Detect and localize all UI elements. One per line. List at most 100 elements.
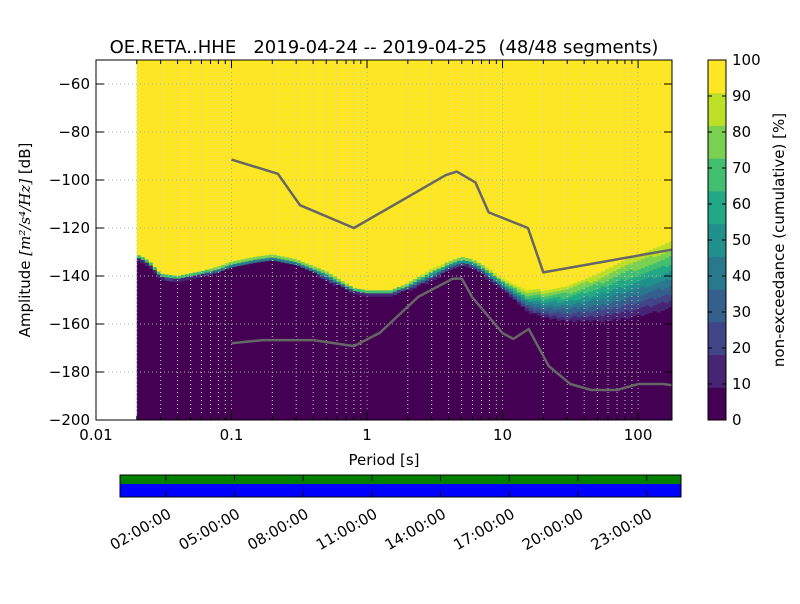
heatmap-cell: [184, 274, 190, 278]
heatmap-cell: [504, 283, 510, 287]
heatmap-cell-below: [188, 278, 194, 420]
heatmap-cell: [588, 303, 594, 308]
heatmap-cell: [580, 300, 586, 305]
heatmap-cell: [640, 307, 646, 311]
heatmap-cell: [288, 258, 294, 262]
heatmap-cell: [468, 264, 474, 269]
heatmap-cell: [160, 273, 166, 278]
heatmap-cell: [660, 307, 666, 312]
heatmap-cell: [188, 276, 194, 280]
heatmap-cell: [480, 268, 486, 272]
heatmap-cell: [592, 308, 598, 312]
heatmap-cell: [552, 300, 558, 305]
heatmap-cell: [648, 267, 654, 272]
heatmap-cell: [352, 291, 358, 295]
heatmap-cell: [272, 260, 278, 265]
heatmap-cell-below: [172, 280, 178, 420]
heatmap-cell: [636, 275, 642, 280]
heatmap-cell: [596, 270, 602, 274]
heatmap-cell: [616, 301, 622, 306]
heatmap-cell: [368, 293, 374, 297]
heatmap-cell: [280, 262, 286, 266]
heatmap-cell: [644, 311, 650, 315]
heatmap-cell-above: [392, 60, 398, 290]
heatmap-cell: [552, 315, 558, 320]
heatmap-cell: [660, 283, 666, 288]
heatmap-cell: [620, 257, 626, 262]
heatmap-cell: [496, 284, 502, 289]
heatmap-cell-above: [276, 60, 282, 257]
heatmap-cell-below: [668, 312, 672, 420]
heatmap-cell: [588, 315, 594, 320]
heatmap-cell: [600, 313, 606, 317]
heatmap-cell: [604, 272, 610, 276]
heatmap-cell: [156, 274, 162, 278]
noise-model-lines: [231, 158, 672, 392]
heatmap-cell: [136, 258, 142, 262]
heatmap-cell: [608, 282, 614, 286]
heatmap-cell: [548, 298, 554, 302]
heatmap-cell: [432, 273, 438, 277]
heatmap-cell: [324, 271, 330, 275]
heatmap-cell: [604, 323, 610, 327]
heatmap-cell: [348, 289, 354, 293]
heatmap-cell-below: [508, 297, 514, 420]
heatmap-cell: [616, 295, 622, 300]
heatmap-cell: [612, 286, 618, 290]
heatmap-cell-below: [168, 280, 174, 420]
heatmap-cell: [528, 301, 534, 306]
heatmap-cell: [508, 285, 514, 289]
heatmap-cell: [648, 249, 654, 254]
heatmap-cell: [592, 299, 598, 303]
heatmap-cell: [324, 277, 330, 281]
heatmap-cell: [632, 316, 638, 320]
heatmap-cell: [624, 286, 630, 290]
heatmap-cell: [628, 299, 634, 304]
heatmap-cell: [656, 246, 662, 251]
heatmap-cell: [644, 302, 650, 306]
heatmap-cell: [336, 281, 342, 286]
heatmap-cell: [576, 293, 582, 297]
heatmap-cell: [620, 269, 626, 274]
heatmap-cell: [652, 257, 658, 261]
heatmap-cell: [660, 286, 666, 291]
heatmap-cell: [468, 258, 474, 263]
heatmap-cell: [636, 287, 642, 292]
heatmap-cell: [524, 305, 530, 309]
heatmap-cell: [644, 308, 650, 312]
heatmap-cell-below: [548, 320, 554, 420]
heatmap-cell-above: [168, 60, 174, 276]
heatmap-cell: [308, 271, 314, 275]
heatmap-cell: [648, 273, 654, 278]
heatmap-cell: [660, 268, 666, 273]
heatmap-cell: [592, 314, 598, 318]
heatmap-cell: [616, 307, 622, 312]
heatmap-cell: [568, 320, 574, 325]
heatmap-cell: [572, 319, 578, 323]
heatmap-cell: [660, 295, 666, 300]
heatmap-cell: [592, 290, 598, 294]
heatmap-cell-above: [388, 60, 394, 291]
x-tick-label: 10: [493, 426, 512, 444]
heatmap-cell: [664, 312, 670, 316]
heatmap-cell: [608, 276, 614, 280]
heatmap-cell: [532, 301, 538, 305]
heatmap-cell: [612, 268, 618, 272]
heatmap-cell-below: [184, 279, 190, 420]
heatmap-cell: [444, 262, 450, 266]
heatmap-cell: [136, 255, 142, 259]
heatmap-cell: [568, 290, 574, 295]
heatmap-cell-above: [572, 60, 578, 281]
heatmap-cell: [504, 289, 510, 293]
heatmap-cell: [640, 289, 646, 293]
heatmap-cell: [544, 290, 550, 294]
heatmap-cell: [208, 271, 214, 275]
heatmap-cell: [648, 276, 654, 281]
heatmap-cell: [536, 297, 542, 302]
heatmap-cell: [548, 313, 554, 317]
heatmap-cell: [572, 304, 578, 308]
heatmap-cell: [628, 305, 634, 310]
heatmap-cell-above: [260, 60, 266, 257]
heatmap-cell-below: [332, 284, 338, 420]
heatmap-cell: [636, 278, 642, 283]
